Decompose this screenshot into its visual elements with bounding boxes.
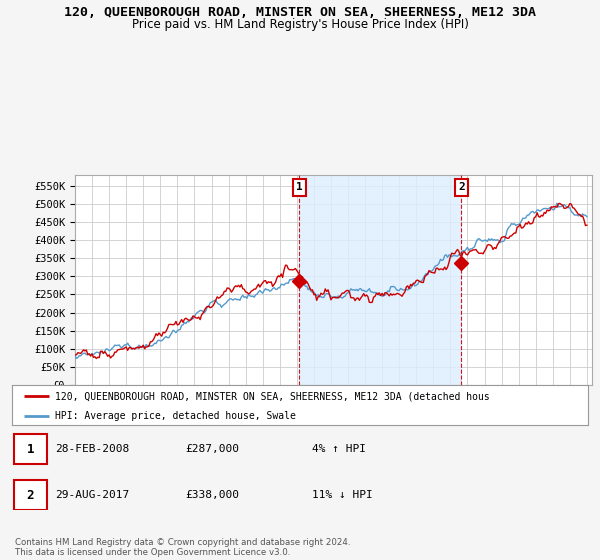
Text: 11% ↓ HPI: 11% ↓ HPI xyxy=(311,490,372,500)
Text: 1: 1 xyxy=(296,183,303,192)
Text: Price paid vs. HM Land Registry's House Price Index (HPI): Price paid vs. HM Land Registry's House … xyxy=(131,18,469,31)
Text: HPI: Average price, detached house, Swale: HPI: Average price, detached house, Swal… xyxy=(55,411,296,421)
Text: 28-FEB-2008: 28-FEB-2008 xyxy=(55,445,130,454)
Text: 29-AUG-2017: 29-AUG-2017 xyxy=(55,490,130,500)
Text: 4% ↑ HPI: 4% ↑ HPI xyxy=(311,445,365,454)
Text: £338,000: £338,000 xyxy=(185,490,239,500)
Text: 2: 2 xyxy=(458,183,465,192)
Text: 2: 2 xyxy=(26,488,34,502)
Bar xyxy=(299,175,461,385)
Text: 120, QUEENBOROUGH ROAD, MINSTER ON SEA, SHEERNESS, ME12 3DA (detached hous: 120, QUEENBOROUGH ROAD, MINSTER ON SEA, … xyxy=(55,391,490,401)
Text: £287,000: £287,000 xyxy=(185,445,239,454)
Text: 120, QUEENBOROUGH ROAD, MINSTER ON SEA, SHEERNESS, ME12 3DA: 120, QUEENBOROUGH ROAD, MINSTER ON SEA, … xyxy=(64,6,536,18)
Text: Contains HM Land Registry data © Crown copyright and database right 2024.
This d: Contains HM Land Registry data © Crown c… xyxy=(15,538,350,557)
FancyBboxPatch shape xyxy=(14,435,47,464)
Text: 1: 1 xyxy=(26,443,34,456)
FancyBboxPatch shape xyxy=(14,480,47,510)
